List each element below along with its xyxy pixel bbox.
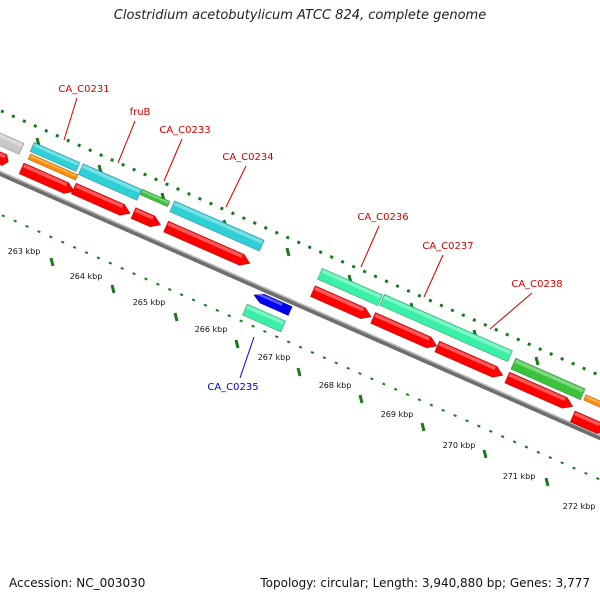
major-tick <box>49 257 55 267</box>
cds-feature <box>130 207 162 228</box>
major-tick <box>544 477 550 487</box>
kbp-label: 267 kbp <box>258 353 291 362</box>
cds-feature <box>70 182 131 216</box>
tick-row-1 <box>0 108 600 378</box>
cds-feature <box>163 220 251 266</box>
minus-strand-gene <box>241 303 287 333</box>
gene-label[interactable]: CA_C0231 <box>58 84 109 95</box>
callout-line <box>360 225 380 268</box>
cds-feature <box>0 150 9 166</box>
cds-feature <box>18 162 76 194</box>
major-tick <box>420 422 426 432</box>
gene-label[interactable]: CA_C0234 <box>222 152 273 163</box>
major-tick <box>296 367 302 377</box>
major-tick <box>358 394 364 404</box>
major-tick <box>173 312 179 322</box>
gene-label[interactable]: CA_C0235 <box>207 382 258 393</box>
cds-feature <box>309 285 372 320</box>
gene-feature <box>510 357 586 401</box>
kbp-labels: 263 kbp 264 kbp 265 kbp 266 kbp 267 kbp 268 k… <box>8 247 596 511</box>
kbp-label: 264 kbp <box>70 272 103 281</box>
tick-row-2 <box>0 213 600 481</box>
map-title: Clostridium acetobutylicum ATCC 824, com… <box>113 8 487 23</box>
major-tick <box>234 339 240 349</box>
gene-label[interactable]: fruB <box>130 107 151 118</box>
cds-feature <box>370 312 438 349</box>
kbp-label: 268 kbp <box>319 381 352 390</box>
scale-ticks <box>0 108 600 487</box>
gene-feature <box>27 153 79 181</box>
gene-label[interactable]: CA_C0237 <box>422 241 473 252</box>
kbp-label: 263 kbp <box>8 247 41 256</box>
major-tick <box>285 247 291 257</box>
gene-label[interactable]: CA_C0236 <box>357 212 408 223</box>
gene-callouts: CA_C0231 fruB CA_C0233 CA_C0234 CA_C0235 CA_C… <box>58 84 562 393</box>
cds-feature <box>504 371 574 409</box>
gene-feature <box>0 129 25 155</box>
kbp-label: 271 kbp <box>503 472 536 481</box>
accession-text: Accession: NC_003030 <box>9 576 146 590</box>
gene-label[interactable]: CA_C0238 <box>511 279 562 290</box>
genome-summary-text: Topology: circular; Length: 3,940,880 bp… <box>260 576 590 590</box>
gene-feature <box>77 163 143 201</box>
callout-line <box>163 138 183 182</box>
cds-feature <box>434 340 504 378</box>
kbp-label: 270 kbp <box>443 441 476 450</box>
kbp-label: 269 kbp <box>381 410 414 419</box>
major-tick <box>482 449 488 459</box>
gene-feature <box>29 141 81 173</box>
gene-feature <box>379 293 513 363</box>
callout-line <box>225 165 247 208</box>
gene-label[interactable]: CA_C0233 <box>159 125 210 136</box>
major-tick <box>110 284 116 294</box>
kbp-label: 272 kbp <box>563 502 596 511</box>
genome-backbone <box>0 170 600 441</box>
minus-strand-cds <box>253 291 293 317</box>
gene-feature <box>316 267 384 307</box>
feature-track <box>0 129 600 434</box>
callout-line <box>63 97 78 141</box>
cds-feature <box>569 410 600 434</box>
major-tick <box>534 356 540 366</box>
gene-feature <box>139 188 171 208</box>
genome-backbone-highlight <box>0 170 600 437</box>
callout-line <box>489 292 533 330</box>
gene-feature <box>169 200 265 252</box>
kbp-label: 265 kbp <box>133 298 166 307</box>
callout-line <box>239 336 255 379</box>
callout-line <box>423 254 444 298</box>
gene-feature <box>583 394 600 408</box>
callout-line <box>117 120 136 164</box>
kbp-label: 266 kbp <box>195 325 228 334</box>
